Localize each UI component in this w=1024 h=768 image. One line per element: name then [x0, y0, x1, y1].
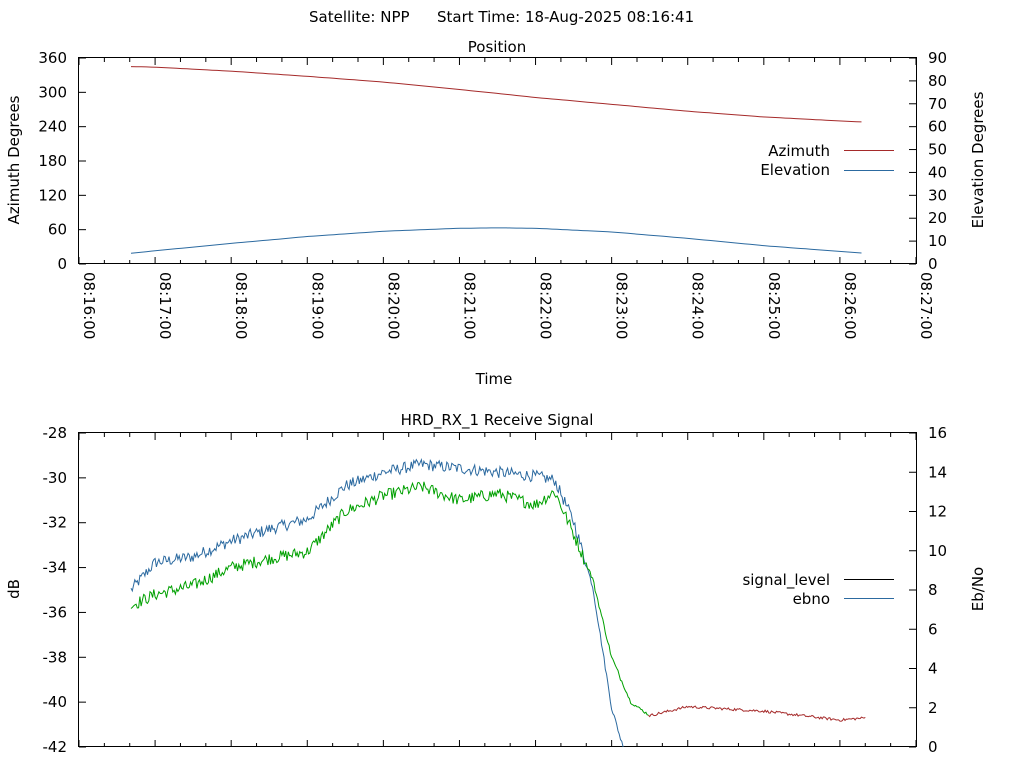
signal-y-tick-label: -32 — [43, 514, 68, 532]
position-y2-tick-label: 80 — [928, 72, 947, 90]
signal-y-tick-label: -34 — [43, 559, 68, 577]
signal-y2-tick-label: 14 — [928, 463, 947, 481]
position-ylabel-left: Azimuth Degrees — [5, 95, 23, 224]
signal-y2-tick-label: 12 — [928, 503, 947, 521]
position-y-tick-label: 360 — [38, 49, 67, 67]
position-x-tick-label: 08:21:00 — [460, 272, 478, 339]
position-x-tick-label: 08:24:00 — [689, 272, 707, 339]
position-y-tick-label: 60 — [48, 221, 67, 239]
signal-y2-tick-label: 10 — [928, 542, 947, 560]
signal-y-tick-label: -40 — [43, 693, 68, 711]
position-x-tick-label: 08:27:00 — [917, 272, 935, 339]
series-ebno-line — [130, 457, 624, 748]
signal-y-tick-label: -38 — [43, 648, 68, 666]
position-y-tick-label: 0 — [57, 255, 67, 273]
position-y2-tick-label: 60 — [928, 118, 947, 136]
legend-signal-level-label: signal_level — [742, 571, 830, 590]
signal-ylabel-left: dB — [5, 579, 23, 599]
signal-y2-tick-label: 16 — [928, 424, 947, 442]
position-x-tick-label: 08:17:00 — [156, 272, 174, 339]
position-x-tick-label: 08:26:00 — [841, 272, 859, 339]
position-y-tick-label: 240 — [38, 118, 67, 136]
legend-ebno-label: ebno — [793, 590, 830, 608]
signal-ylabel-right: Eb/No — [969, 567, 987, 611]
position-x-tick-label: 08:22:00 — [537, 272, 555, 339]
position-x-tick-label: 08:16:00 — [80, 272, 98, 339]
series-azimuth-line — [130, 66, 862, 123]
signal-y-tick-label: -28 — [43, 424, 68, 442]
position-x-tick-label: 08:23:00 — [613, 272, 631, 339]
position-y2-tick-label: 70 — [928, 95, 947, 113]
position-y2-tick-label: 10 — [928, 232, 947, 250]
signal-plot-frame — [78, 432, 917, 747]
signal-chart: HRD_RX_1 Receive Signal -28-30-32-34-36-… — [5, 411, 987, 756]
position-chart: Position 08:16:00 08:17:00 08:18:00 08:19:0… — [5, 38, 987, 388]
position-series — [130, 66, 862, 254]
signal-y2-tick-label: 8 — [928, 581, 938, 599]
legend-elevation-label: Elevation — [760, 161, 830, 179]
signal-ticks: -28 -30 -32 -34 -36 -38 -40 -42 0 2 4 6 8 10 12 14 16 — [43, 424, 948, 756]
position-chart-title: Position — [468, 38, 526, 56]
position-x-tick-label: 08:25:00 — [765, 272, 783, 339]
position-y2-tick-label: 50 — [928, 141, 947, 159]
position-ylabel-right: Elevation Degrees — [969, 91, 987, 228]
position-ticks: 08:16:00 08:17:00 08:18:00 08:19:00 08:20:00… — [38, 49, 947, 339]
signal-y2-tick-label: 6 — [928, 620, 938, 638]
position-plot-frame — [78, 57, 917, 264]
position-y2-tick-label: 0 — [928, 255, 938, 273]
position-xlabel: Time — [475, 370, 513, 388]
position-y-tick-label: 180 — [38, 152, 67, 170]
position-y2-tick-label: 20 — [928, 209, 947, 227]
signal-y-tick-label: -42 — [43, 738, 68, 756]
series-signal-level-line — [130, 481, 649, 716]
signal-y2-tick-label: 0 — [928, 738, 938, 756]
position-x-tick-label: 08:19:00 — [308, 272, 326, 339]
position-y-tick-label: 120 — [38, 186, 67, 204]
signal-y2-tick-label: 4 — [928, 660, 938, 678]
signal-series — [130, 457, 866, 748]
signal-y-tick-label: -30 — [43, 469, 68, 487]
signal-y-tick-label: -36 — [43, 603, 68, 621]
position-y2-tick-label: 40 — [928, 163, 947, 181]
position-x-tick-label: 08:18:00 — [232, 272, 250, 339]
signal-chart-title: HRD_RX_1 Receive Signal — [401, 411, 594, 430]
position-x-tick-label: 08:20:00 — [384, 272, 402, 339]
position-y2-tick-label: 30 — [928, 186, 947, 204]
header-satellite: Satellite: NPP — [309, 8, 410, 26]
signal-legend: signal_level ebno — [742, 571, 894, 608]
legend-azimuth-label: Azimuth — [768, 142, 830, 160]
series-elevation-line — [130, 227, 862, 254]
position-legend: Azimuth Elevation — [760, 142, 894, 179]
header-start-time: Start Time: 18-Aug-2025 08:16:41 — [437, 8, 694, 26]
signal-y2-tick-label: 2 — [928, 699, 938, 717]
position-y2-tick-label: 90 — [928, 49, 947, 67]
series-signal-level-tail-line — [648, 705, 866, 722]
position-y-tick-label: 300 — [38, 83, 67, 101]
